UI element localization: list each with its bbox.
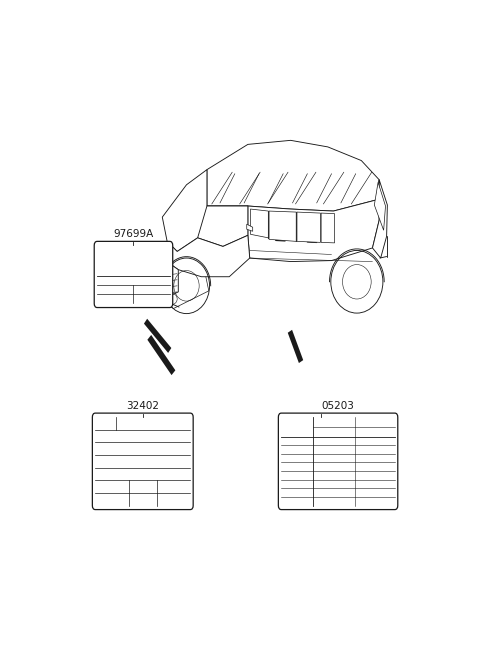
Polygon shape — [269, 211, 296, 241]
FancyBboxPatch shape — [278, 413, 398, 510]
Polygon shape — [152, 258, 164, 277]
Polygon shape — [248, 180, 379, 262]
Polygon shape — [162, 236, 250, 277]
Polygon shape — [156, 256, 209, 308]
FancyBboxPatch shape — [94, 241, 173, 308]
Polygon shape — [288, 330, 303, 363]
Polygon shape — [372, 180, 387, 258]
Polygon shape — [321, 213, 335, 243]
Polygon shape — [251, 209, 268, 238]
Polygon shape — [147, 335, 175, 375]
Polygon shape — [207, 140, 379, 211]
Polygon shape — [152, 258, 178, 299]
Text: 97699A: 97699A — [113, 230, 154, 239]
Polygon shape — [198, 206, 248, 247]
Text: 05203: 05203 — [322, 401, 355, 411]
FancyBboxPatch shape — [92, 413, 193, 510]
Polygon shape — [374, 182, 385, 230]
Polygon shape — [144, 319, 171, 353]
Text: 32402: 32402 — [126, 401, 159, 411]
Polygon shape — [247, 224, 252, 232]
Polygon shape — [297, 212, 321, 242]
Polygon shape — [162, 170, 248, 251]
